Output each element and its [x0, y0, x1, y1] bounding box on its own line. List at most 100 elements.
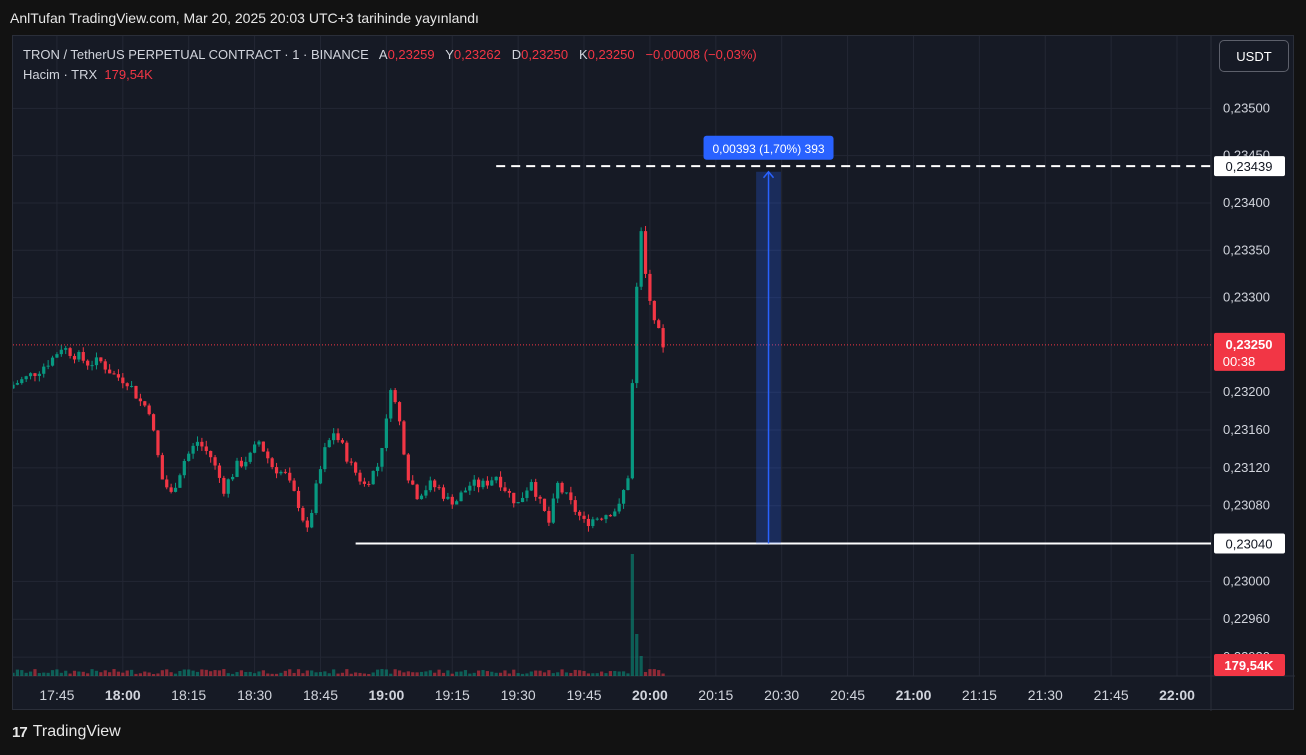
- volume-bar: [72, 670, 77, 676]
- candle-body: [116, 374, 121, 378]
- volume-bar: [512, 669, 516, 676]
- candle-body: [569, 492, 573, 501]
- close-label: K: [578, 47, 588, 62]
- currency-button[interactable]: USDT: [1219, 40, 1289, 72]
- volume-bar: [477, 670, 481, 676]
- candle-body: [340, 440, 345, 443]
- time-tick-label: 17:45: [39, 687, 74, 703]
- volume-bar: [472, 672, 476, 676]
- candle-body: [332, 433, 336, 441]
- candle-body: [358, 472, 362, 482]
- candle-body: [635, 286, 639, 384]
- volume-bar: [498, 672, 503, 676]
- volume-bar: [362, 673, 367, 676]
- candlestick-chart[interactable]: 0,235000,234500,234000,233500,233000,232…: [13, 36, 1295, 711]
- volume-bar: [15, 669, 19, 676]
- legend-ohlc-row: TRON / TetherUS PERPETUAL CONTRACT · 1 ·…: [23, 45, 757, 65]
- candle-body: [578, 511, 582, 516]
- candle-body: [437, 487, 441, 489]
- candle-body: [507, 491, 511, 493]
- candle-body: [643, 231, 648, 274]
- volume-bar: [248, 671, 252, 676]
- candle-body: [15, 383, 19, 385]
- volume-bar: [37, 673, 41, 676]
- volume-bar: [613, 670, 617, 676]
- candle-body: [42, 366, 46, 374]
- volume-bar: [494, 672, 498, 676]
- candle-body: [362, 481, 367, 484]
- volume-bar: [231, 673, 235, 676]
- candle-body: [371, 470, 375, 485]
- volume-bar: [340, 672, 345, 676]
- volume-bar: [595, 673, 599, 676]
- volume-bar: [195, 671, 200, 676]
- volume-bar: [648, 669, 652, 676]
- volume-label[interactable]: Hacim · TRX: [23, 67, 98, 82]
- volume-bar: [437, 669, 441, 676]
- volume-bar: [573, 669, 577, 676]
- volume-bar: [520, 673, 525, 676]
- candle-body: [424, 490, 428, 496]
- time-tick-label: 19:15: [435, 687, 470, 703]
- candle-body: [551, 498, 555, 523]
- price-tick-label: 0,23400: [1223, 195, 1270, 210]
- open-value: 0,23259: [387, 47, 435, 62]
- volume-bar: [274, 673, 279, 676]
- volume-bar: [538, 670, 542, 676]
- candle-body: [279, 471, 283, 474]
- volume-bar: [191, 670, 195, 676]
- candle-body: [639, 231, 643, 287]
- volume-bar: [661, 673, 665, 676]
- volume-bar: [652, 669, 656, 676]
- volume-bar: [86, 673, 90, 676]
- candle-body: [261, 441, 265, 452]
- chart-panel[interactable]: 0,23500 0,23450 0,23400 0,23350 0,23300 0,232…: [12, 35, 1295, 711]
- volume-bar: [345, 669, 349, 676]
- candle-body: [305, 520, 309, 528]
- volume-bar: [261, 670, 265, 676]
- candle-body: [520, 497, 525, 503]
- candle-body: [28, 373, 33, 377]
- volume-bar: [450, 673, 454, 676]
- candle-body: [652, 300, 656, 321]
- candle-body: [490, 480, 494, 486]
- time-tick-label: 22:00: [1159, 687, 1195, 703]
- volume-bar: [33, 669, 37, 676]
- volume-bar: [657, 670, 661, 676]
- candle-body: [222, 477, 226, 494]
- candle-body: [244, 461, 248, 467]
- candle-body: [630, 383, 634, 479]
- volume-bar: [547, 670, 551, 676]
- candle-body: [648, 273, 652, 301]
- candle-body: [516, 502, 520, 504]
- volume-bar: [635, 634, 639, 676]
- candle-body: [525, 490, 529, 498]
- candle-body: [621, 490, 626, 504]
- volume-bar: [578, 670, 582, 676]
- volume-bar: [384, 669, 388, 676]
- volume-bar: [406, 671, 410, 676]
- candle-body: [59, 349, 63, 355]
- candle-body: [463, 490, 468, 493]
- time-tick-label: 20:30: [764, 687, 799, 703]
- candle-body: [310, 512, 314, 528]
- candle-body: [591, 519, 595, 527]
- candle-body: [178, 475, 182, 488]
- volume-bar: [257, 671, 261, 676]
- volume-bar: [200, 669, 204, 676]
- volume-bar: [108, 672, 112, 676]
- volume-bar: [503, 670, 507, 676]
- horizontal-level-label: 0,23439: [1226, 159, 1273, 174]
- candle-body: [367, 483, 371, 485]
- candle-body: [134, 385, 138, 399]
- volume-bar: [244, 672, 248, 676]
- volume-bar: [130, 669, 134, 676]
- candle-body: [147, 405, 151, 415]
- symbol-label[interactable]: TRON / TetherUS PERPETUAL CONTRACT · 1 ·…: [23, 47, 369, 62]
- volume-bar: [173, 673, 178, 676]
- volume-bar: [459, 671, 463, 676]
- volume-bar: [266, 673, 270, 676]
- candle-body: [248, 452, 252, 462]
- volume-bar: [402, 672, 406, 676]
- volume-bar: [143, 671, 147, 676]
